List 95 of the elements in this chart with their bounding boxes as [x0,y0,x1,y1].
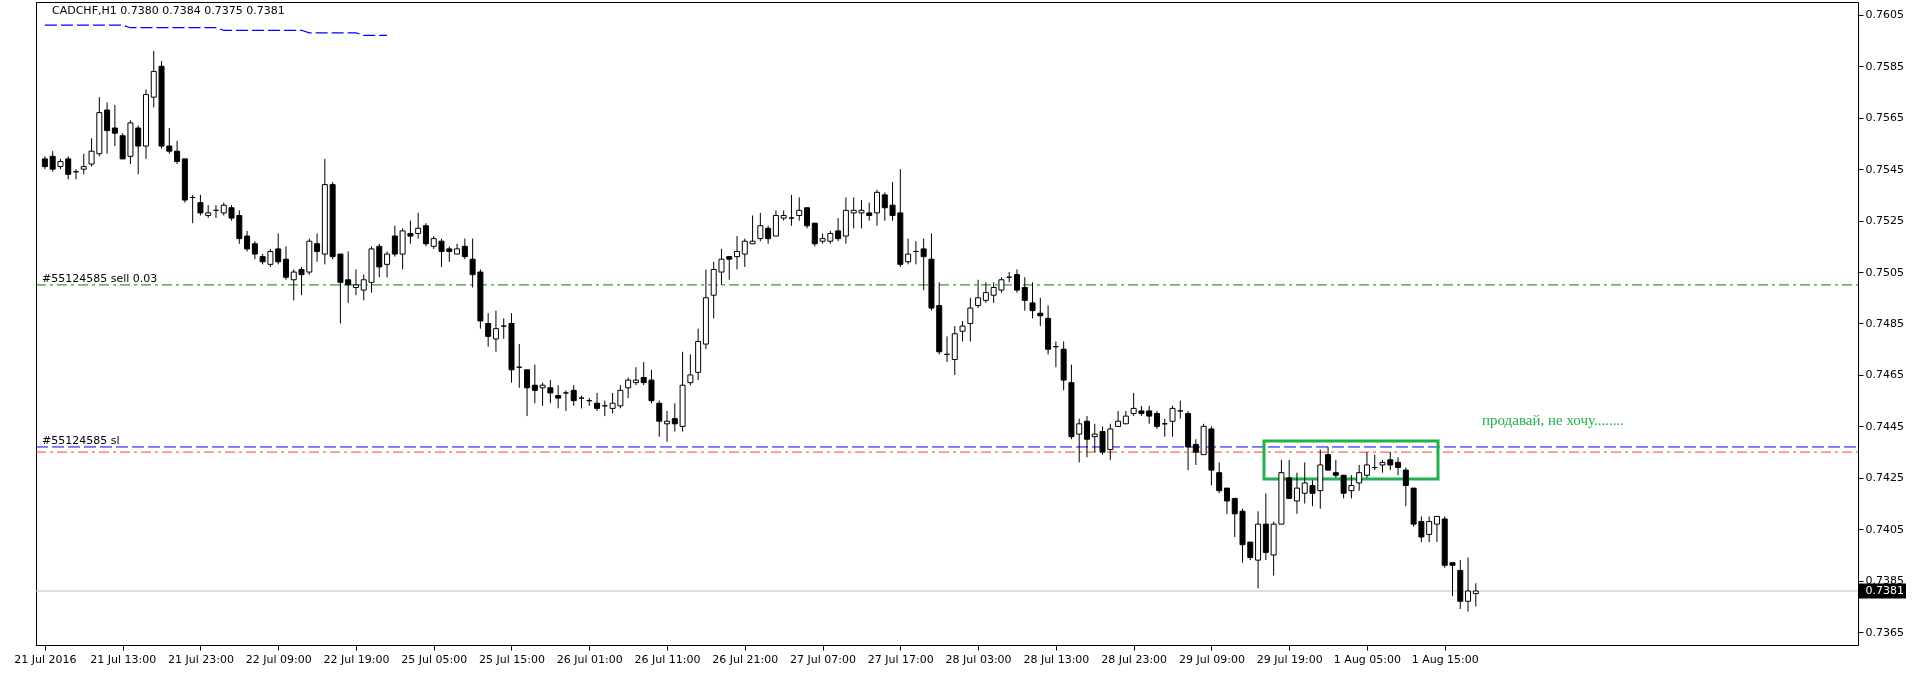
y-tick-label: 0.7445 [1865,419,1904,433]
candlestick [461,238,468,260]
ref-line-label: #55124585 sl [42,433,120,447]
x-tick-label: 21 Jul 13:00 [90,652,157,666]
candlestick [687,353,694,386]
candlestick [734,235,741,270]
ref-line-label: #55124585 sell 0.03 [42,271,158,285]
candlestick [251,240,258,260]
y-tick-label: 0.7605 [1865,8,1904,22]
candlestick [104,101,111,155]
x-tick-label: 27 Jul 07:00 [790,652,857,666]
candlestick [384,250,391,278]
candlestick [570,384,577,407]
y-tick-label: 0.7381 [1865,584,1904,598]
candlestick [1029,281,1036,319]
x-tick-label: 29 Jul 09:00 [1178,652,1245,666]
candlestick [664,410,671,443]
candlestick [1013,268,1020,294]
candlestick [982,281,989,304]
candlestick [1115,410,1122,427]
candlestick [500,317,507,340]
candlestick [656,400,663,438]
candlestick [625,377,632,399]
chart-title: CADCHF,H1 0.7380 0.7384 0.7375 0.7381 [52,4,285,17]
candlestick [422,222,429,247]
y-tick-label: 0.7465 [1865,368,1904,382]
candlestick [562,389,569,412]
candlestick [772,209,779,237]
candlestick [1472,582,1479,607]
candlestick [1083,415,1090,458]
y-tick-label: 0.7405 [1865,522,1904,536]
y-tick-label: 0.7365 [1865,625,1904,639]
y-tick-label: 0.7425 [1865,471,1904,485]
candlestick [1465,557,1472,613]
x-tick-label: 27 Jul 17:00 [867,652,934,666]
candlestick [244,230,251,252]
y-tick-label: 0.7525 [1865,214,1904,228]
candlestick [632,366,639,386]
x-tick-label: 21 Jul 23:00 [167,652,234,666]
candlestick [874,189,881,227]
x-tick-label: 22 Jul 19:00 [323,652,390,666]
candlestick [920,238,927,291]
candlestick [1395,456,1402,476]
candlestick [1356,464,1363,492]
candlestick [959,320,966,342]
x-tick-label: 22 Jul 09:00 [245,652,312,666]
candlestick [282,245,289,281]
candlestick [1216,461,1223,494]
candlestick [80,153,87,175]
candlestick [594,392,601,412]
candlestick [905,238,912,265]
x-tick-label: 1 Aug 05:00 [1333,652,1402,666]
candlestick [1223,487,1230,515]
x-tick-label: 21 Jul 2016 [14,652,77,666]
x-tick-label: 29 Jul 19:00 [1256,652,1323,666]
candlestick [524,369,531,417]
y-tick-label: 0.7585 [1865,59,1904,73]
candlestick [975,279,982,309]
x-tick-label: 26 Jul 11:00 [634,652,701,666]
candlestick [1037,297,1044,327]
candlestick [174,140,181,165]
candlestick [111,104,118,147]
candlestick [835,217,842,242]
x-tick-label: 28 Jul 03:00 [945,652,1012,666]
candlestick [555,384,562,409]
candlestick [1402,467,1409,507]
x-tick-label: 28 Jul 23:00 [1101,652,1168,666]
candlestick [1433,515,1440,543]
x-tick-label: 25 Jul 05:00 [401,652,468,666]
x-tick-label: 25 Jul 15:00 [479,652,545,666]
x-tick-label: 1 Aug 15:00 [1411,652,1479,666]
candlestick [1153,410,1160,430]
line-series [44,24,388,37]
candlestick [1293,472,1300,515]
annotation: продавай, не хочу........ [1482,412,1624,428]
x-tick-label: 26 Jul 21:00 [712,652,779,666]
candlestick [1177,400,1184,420]
y-tick-label: 0.7485 [1865,317,1904,330]
candlestick [804,207,811,229]
y-tick-label: 0.7545 [1865,162,1904,176]
candlestick [485,312,492,348]
x-tick-label: 28 Jul 13:00 [1023,652,1090,666]
candlestick [796,196,803,222]
candlestick [788,194,795,227]
candlestick [1021,276,1028,312]
candlestick [1325,446,1332,471]
candlestick [314,232,321,263]
candlestick [352,268,359,296]
candlestick [967,297,974,342]
x-tick-label: 26 Jul 01:00 [556,652,623,666]
y-tick-label: 0.7565 [1865,111,1904,125]
y-tick-label: 0.7505 [1865,265,1904,279]
candlestick [1169,405,1176,438]
candlestick [492,310,499,353]
candlestick [1363,451,1370,479]
